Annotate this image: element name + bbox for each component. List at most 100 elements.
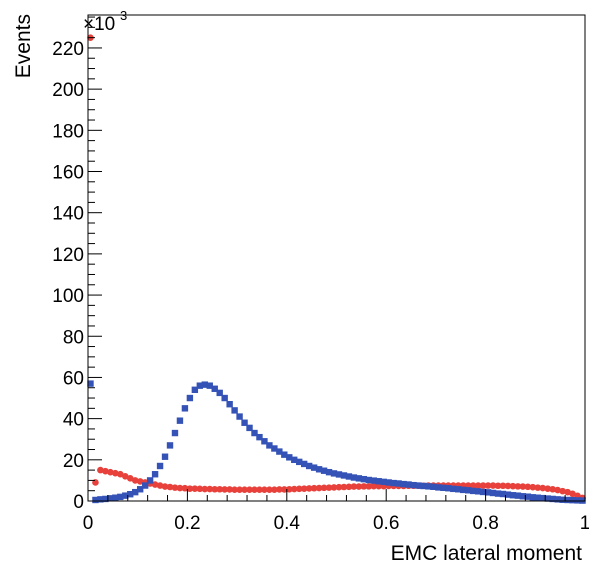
data-point-square xyxy=(494,490,502,497)
data-point-square xyxy=(122,492,129,499)
data-point-square xyxy=(489,489,497,497)
y-tick-label: 140 xyxy=(52,204,84,225)
data-point-circle xyxy=(504,482,512,490)
data-point-square xyxy=(360,475,368,483)
data-point-square xyxy=(186,394,194,402)
x-axis-ticks: 0 0.2 0.4 0.6 0.8 1 xyxy=(83,489,589,534)
data-point-square xyxy=(296,458,303,466)
data-point-circle xyxy=(102,467,109,475)
data-point-circle xyxy=(211,485,219,493)
data-point-circle xyxy=(529,483,537,491)
data-point-square xyxy=(390,479,397,487)
data-point-square xyxy=(574,497,581,504)
data-point-square xyxy=(132,488,139,496)
data-point-circle xyxy=(112,469,119,477)
data-points xyxy=(87,34,586,504)
data-point-square xyxy=(251,429,258,437)
data-point-square xyxy=(246,424,253,432)
y-tick-label: 0 xyxy=(73,492,84,513)
data-point-square xyxy=(430,483,437,490)
series-1 xyxy=(87,380,586,504)
data-point-square xyxy=(92,496,99,504)
data-point-square xyxy=(112,494,119,501)
data-point-circle xyxy=(290,485,298,493)
data-point-circle xyxy=(360,483,368,490)
data-point-square xyxy=(241,419,248,426)
data-point-square xyxy=(146,477,154,484)
data-point-square xyxy=(201,381,208,388)
data-point-square xyxy=(102,495,109,503)
data-point-square xyxy=(375,478,382,485)
x-tick-label: 0.6 xyxy=(373,513,399,534)
data-point-circle xyxy=(549,485,556,493)
data-point-circle xyxy=(539,484,547,492)
data-point-square xyxy=(335,471,343,478)
data-point-square xyxy=(534,494,541,501)
data-point-circle xyxy=(181,484,189,492)
data-point-circle xyxy=(171,484,179,491)
data-point-circle xyxy=(355,483,363,490)
data-point-circle xyxy=(295,485,303,493)
data-point-square xyxy=(350,474,358,481)
data-point-square xyxy=(345,473,353,480)
data-point-circle xyxy=(375,482,383,490)
data-point-square xyxy=(405,481,412,488)
data-point-square xyxy=(455,486,462,493)
data-point-circle xyxy=(320,484,328,492)
data-point-circle xyxy=(226,486,233,493)
data-point-circle xyxy=(231,486,238,493)
data-point-circle xyxy=(261,486,268,493)
x-tick-label: 1 xyxy=(580,513,589,534)
data-point-circle xyxy=(97,466,104,474)
data-point-circle xyxy=(370,482,378,490)
data-point-circle xyxy=(186,485,194,492)
data-point-circle xyxy=(559,487,566,495)
data-point-square xyxy=(415,482,422,489)
data-point-circle xyxy=(206,485,214,493)
y-tick-label: 180 xyxy=(52,121,84,142)
data-point-square xyxy=(410,481,417,489)
data-point-square xyxy=(544,495,551,502)
data-point-circle xyxy=(514,483,522,490)
data-point-square xyxy=(380,478,387,486)
data-point-square xyxy=(509,492,517,499)
data-point-circle xyxy=(131,477,139,484)
y-tick-label: 80 xyxy=(63,327,84,348)
data-point-square xyxy=(191,386,199,393)
data-point-square xyxy=(400,480,407,488)
data-point-circle xyxy=(469,482,477,489)
data-point-square xyxy=(484,489,492,496)
data-point-circle xyxy=(107,468,114,476)
data-point-square xyxy=(276,448,283,455)
data-point-circle xyxy=(285,485,293,493)
data-point-circle xyxy=(156,482,164,489)
data-point-circle xyxy=(196,485,204,493)
data-point-circle xyxy=(564,488,571,496)
data-point-circle xyxy=(271,486,278,493)
y-tick-label: 120 xyxy=(52,245,84,266)
x-tick-label: 0.2 xyxy=(174,513,200,534)
data-point-circle xyxy=(236,486,243,493)
x-tick-label: 0 xyxy=(83,513,94,534)
data-point-circle xyxy=(484,482,492,489)
data-point-square xyxy=(176,417,184,424)
data-point-circle xyxy=(117,470,124,478)
data-point-square xyxy=(474,488,482,495)
data-point-circle xyxy=(216,485,224,493)
data-point-square xyxy=(514,492,522,499)
data-point-circle xyxy=(121,472,129,480)
data-point-square xyxy=(107,495,114,502)
data-point-square xyxy=(420,482,427,490)
y-multiplier-exponent: 3 xyxy=(120,8,127,23)
data-point-square xyxy=(504,491,512,498)
data-point-circle xyxy=(256,486,263,493)
data-point-square xyxy=(161,453,169,460)
data-point-circle xyxy=(176,484,184,492)
data-point-square xyxy=(460,486,467,494)
data-point-square xyxy=(156,462,164,470)
data-point-square xyxy=(196,382,204,389)
data-point-square xyxy=(310,464,318,471)
data-point-circle xyxy=(345,483,353,491)
data-point-square xyxy=(236,413,243,420)
data-point-circle xyxy=(126,475,134,482)
